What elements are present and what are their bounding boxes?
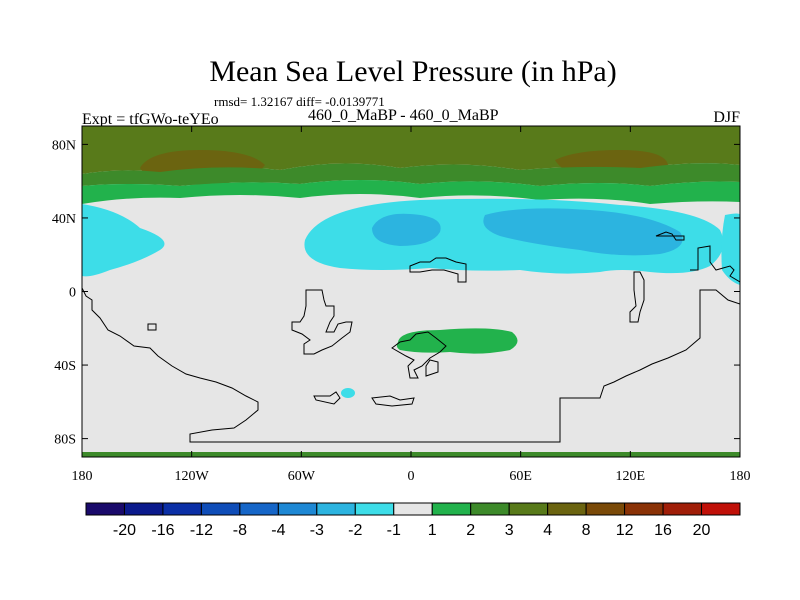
colorbar-label: 1 <box>428 522 437 539</box>
colorbar-label: 20 <box>693 522 711 539</box>
colorbar-label: 2 <box>466 522 475 539</box>
colorbar-label: -3 <box>310 522 324 539</box>
y-tick-label: 40N <box>52 212 76 227</box>
x-tick-label: 60E <box>509 469 532 484</box>
pressure-field <box>82 126 740 457</box>
colorbar-swatch <box>431 502 472 516</box>
colorbar-swatch <box>624 502 664 516</box>
colorbar-label: -8 <box>233 522 247 539</box>
colorbar-label: -12 <box>190 522 213 539</box>
season-label: DJF <box>713 109 740 126</box>
coast-small-1 <box>147 323 157 331</box>
colorbar-swatch <box>277 502 318 516</box>
coast-small-2 <box>313 391 341 405</box>
experiment-label: Expt = tfGWo-teYEo <box>82 111 219 128</box>
x-tick-label: 60W <box>288 469 316 484</box>
chart-title: Mean Sea Level Pressure (in hPa) <box>209 55 617 88</box>
coast-africa-south <box>391 331 447 379</box>
y-tick-label: 0 <box>69 286 76 301</box>
colorbar-label: -4 <box>271 522 285 539</box>
x-tick-label: 120W <box>175 469 210 484</box>
coast-asia-east <box>629 271 645 323</box>
y-tick-label: 80N <box>52 138 76 153</box>
colorbar-swatch <box>316 502 356 516</box>
field-band-2to3 <box>82 180 740 204</box>
colorbar-swatch <box>508 502 549 516</box>
coast-europe-asia <box>409 257 467 283</box>
stats-line: rmsd= 1.32167 diff= -0.0139771 <box>214 94 385 109</box>
colorbar-swatch <box>123 502 164 516</box>
y-axis: 80N 40N 0 40S 80S <box>52 138 740 448</box>
field-tropical-high <box>396 328 518 354</box>
colorbar-swatch <box>85 502 125 516</box>
field-low-core-1 <box>372 213 441 246</box>
comparison-label: 460_0_MaBP - 460_0_MaBP <box>308 107 499 124</box>
x-tick-label: 120E <box>616 469 646 484</box>
coast-pacific-rim <box>690 245 740 283</box>
colorbar-swatch <box>470 502 510 516</box>
x-tick-label: 0 <box>408 469 415 484</box>
y-tick-label: 40S <box>54 359 76 374</box>
colorbar-label: -2 <box>348 522 362 539</box>
coast-small-3 <box>371 395 415 407</box>
x-tick-label: 180 <box>730 469 751 484</box>
coastlines <box>82 231 740 443</box>
colorbar-label: 12 <box>616 522 634 539</box>
field-low-west <box>82 204 165 277</box>
colorbar-swatch <box>701 502 741 516</box>
colorbar-label: -16 <box>151 522 174 539</box>
coast-south-america-antarctica <box>82 287 740 443</box>
colorbar-label: 3 <box>505 522 514 539</box>
colorbar-swatch <box>162 502 202 516</box>
y-tick-label: 80S <box>54 433 76 448</box>
colorbar-label: 16 <box>654 522 672 539</box>
colorbar-label: -1 <box>387 522 401 539</box>
coast-africa-west <box>291 289 353 355</box>
colorbar-label: 4 <box>543 522 552 539</box>
field-low-core-2 <box>483 208 683 256</box>
colorbar-label: 8 <box>582 522 591 539</box>
colorbar: -20 -16 -12 -8 -4 -3 -2 -1 1 2 3 4 8 12 16 20 <box>85 502 741 539</box>
colorbar-swatch <box>585 502 626 516</box>
field-small-low <box>341 388 355 398</box>
colorbar-label: -20 <box>113 522 136 539</box>
colorbar-swatch <box>393 502 433 516</box>
colorbar-swatch <box>200 502 241 516</box>
colorbar-swatch <box>354 502 395 516</box>
x-axis: 180 120W 60W 0 60E 120E 180 <box>72 126 751 484</box>
colorbar-swatch <box>662 502 703 516</box>
colorbar-swatch <box>547 502 587 516</box>
colorbar-swatch <box>239 502 279 516</box>
field-band-3to4 <box>82 163 740 186</box>
x-tick-label: 180 <box>72 469 93 484</box>
coast-asia-ne <box>655 231 685 241</box>
coast-madagascar <box>425 359 439 377</box>
